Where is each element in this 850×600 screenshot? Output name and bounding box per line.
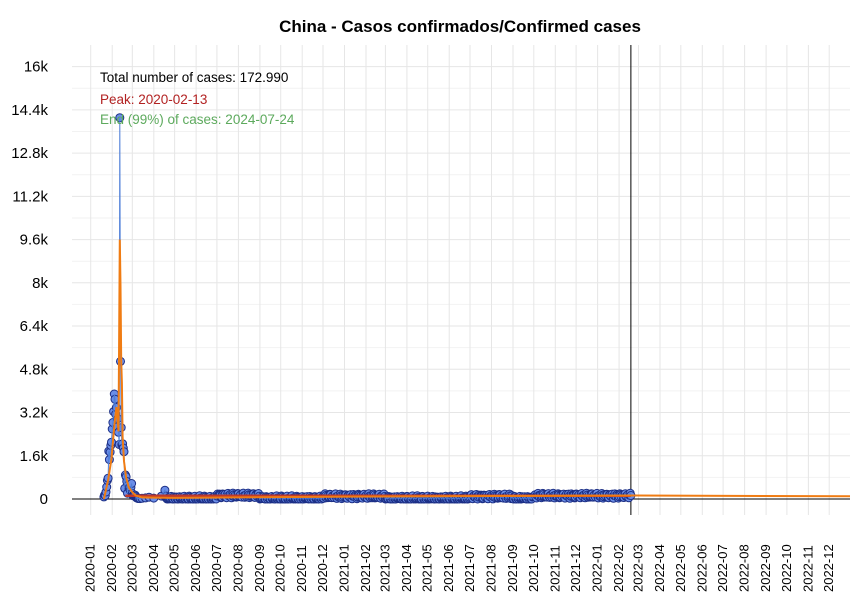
x-tick-label: 2021-07: [462, 544, 477, 592]
x-tick-label: 2020-05: [167, 544, 182, 592]
x-tick-label: 2022-03: [631, 544, 646, 592]
y-tick-label: 12.8k: [11, 145, 48, 162]
fit-lines: [102, 117, 850, 501]
x-tick-label: 2020-02: [104, 544, 119, 592]
x-tick-label: 2021-04: [399, 544, 414, 592]
x-axis-ticks: 2020-01 2020-02 2020-03 2020-04 2020-05 2020-…: [83, 544, 836, 592]
y-tick-label: 14.4k: [11, 102, 48, 119]
x-tick-label: 2022-06: [694, 544, 709, 592]
x-tick-label: 2022-11: [800, 545, 815, 592]
x-tick-label: 2021-12: [568, 544, 583, 592]
x-tick-label: 2021-06: [441, 544, 456, 592]
x-tick-label: 2020-03: [124, 544, 139, 592]
x-tick-label: 2022-04: [652, 544, 667, 592]
x-tick-label: 2021-05: [420, 544, 435, 592]
y-tick-label: 6.4k: [20, 318, 49, 335]
x-tick-label: 2021-09: [505, 544, 520, 592]
y-tick-label: 8k: [32, 275, 48, 292]
y-tick-label: 16k: [24, 59, 49, 76]
y-tick-label: 3.2k: [20, 405, 49, 422]
y-tick-label: 4.8k: [20, 361, 49, 378]
annotation-end: End (99%) of cases: 2024-07-24: [100, 112, 295, 127]
smoothed-series-line: [102, 239, 850, 500]
x-tick-label: 2020-07: [209, 544, 224, 592]
x-tick-label: 2020-10: [273, 544, 288, 592]
x-tick-label: 2022-02: [611, 544, 626, 592]
x-tick-label: 2021-10: [526, 544, 541, 592]
x-tick-label: 2020-12: [315, 544, 330, 592]
x-tick-label: 2022-12: [821, 544, 836, 592]
x-tick-label: 2021-08: [484, 544, 499, 592]
x-tick-label: 2021-01: [337, 544, 352, 592]
x-tick-label: 2022-01: [590, 544, 605, 592]
y-tick-label: 0: [40, 491, 48, 508]
x-tick-label: 2022-10: [779, 544, 794, 592]
x-tick-label: 2020-08: [230, 544, 245, 592]
x-tick-label: 2021-03: [377, 544, 392, 592]
x-tick-label: 2020-06: [188, 544, 203, 592]
y-tick-label: 11.2k: [12, 188, 48, 205]
y-tick-label: 1.6k: [20, 448, 49, 465]
x-tick-label: 2020-01: [83, 544, 98, 592]
x-tick-label: 2020-04: [146, 544, 161, 592]
data-points: [99, 113, 636, 504]
x-tick-label: 2020-09: [252, 544, 267, 592]
x-tick-label: 2022-08: [737, 544, 752, 592]
y-axis-ticks: 0 1.6k 3.2k 4.8k 6.4k 8k 9.6k 11.2k 12.8k 14.4k 16…: [11, 59, 48, 508]
annotation-total: Total number of cases: 172.990: [100, 70, 288, 85]
x-tick-label: 2022-05: [673, 544, 688, 592]
x-tick-label: 2022-07: [715, 544, 730, 592]
y-tick-label: 9.6k: [20, 232, 49, 249]
annotations: Total number of cases: 172.990 Peak: 202…: [100, 70, 295, 127]
x-tick-label: 2021-02: [358, 544, 373, 592]
x-tick-label: 2021-11: [547, 545, 562, 592]
x-tick-label: 2022-09: [758, 544, 773, 592]
x-tick-label: 2020-11: [294, 545, 309, 592]
chart-title: China - Casos confirmados/Confirmed case…: [279, 17, 641, 36]
annotation-peak: Peak: 2020-02-13: [100, 92, 207, 107]
